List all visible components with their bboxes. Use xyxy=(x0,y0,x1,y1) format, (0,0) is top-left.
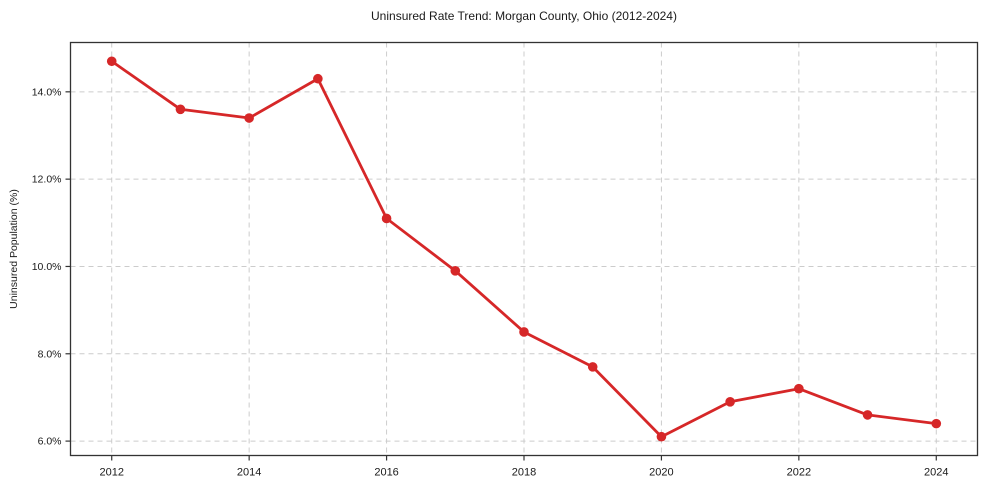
data-point xyxy=(656,431,667,442)
y-tick-label: 12.0% xyxy=(32,174,62,186)
data-point xyxy=(931,418,942,429)
data-point xyxy=(313,73,323,84)
data-point xyxy=(244,113,254,123)
data-point xyxy=(725,397,735,407)
data-point xyxy=(794,383,804,394)
data-point xyxy=(862,410,873,420)
x-tick-label: 2020 xyxy=(649,467,673,479)
data-point xyxy=(381,213,392,224)
data-point xyxy=(106,56,117,67)
x-tick-label: 2024 xyxy=(924,467,948,479)
data-point xyxy=(587,362,598,372)
x-tick-label: 2018 xyxy=(512,467,536,479)
x-tick-label: 2014 xyxy=(237,467,261,479)
chart-title: Uninsured Rate Trend: Morgan County, Ohi… xyxy=(371,9,677,23)
x-tick-label: 2022 xyxy=(787,467,811,479)
x-tick-label: 2016 xyxy=(374,467,398,479)
x-tick-label: 2012 xyxy=(99,467,123,479)
data-point xyxy=(450,266,461,276)
y-tick-label: 8.0% xyxy=(38,348,62,360)
y-tick-label: 14.0% xyxy=(32,86,62,98)
data-point xyxy=(519,327,529,337)
y-tick-label: 6.0% xyxy=(38,436,62,448)
y-tick-label: 10.0% xyxy=(32,261,62,273)
data-point xyxy=(175,104,186,115)
